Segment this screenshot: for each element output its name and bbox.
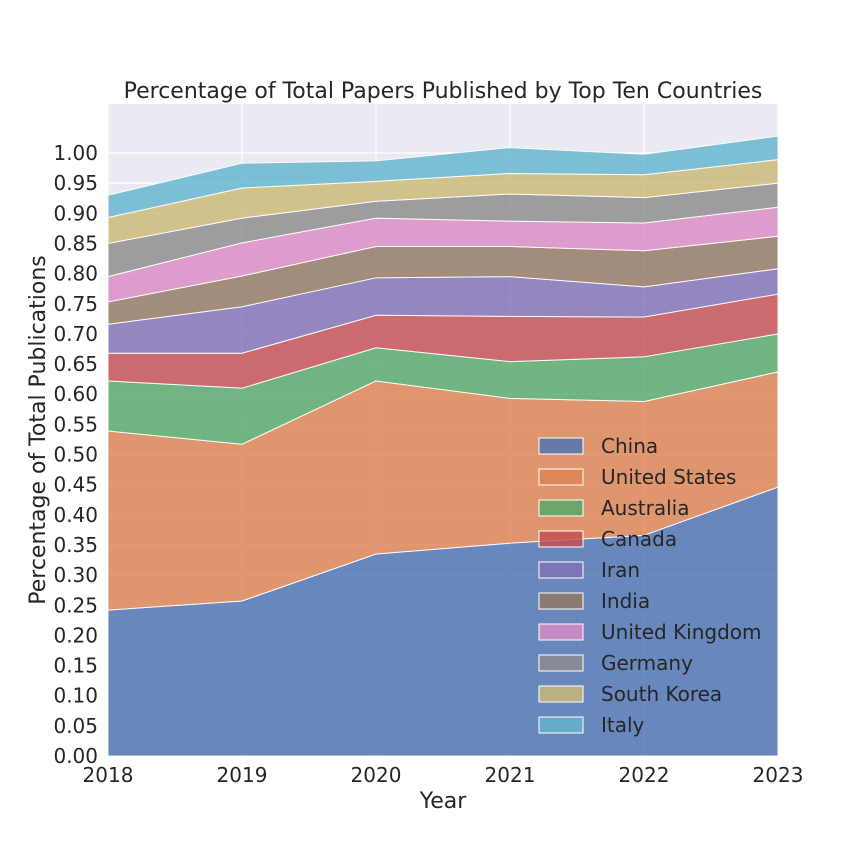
- y-tick-label: 0.30: [53, 563, 98, 587]
- y-tick-label: 0.10: [53, 684, 98, 708]
- legend-label: Italy: [601, 713, 645, 737]
- y-tick-label: 0.75: [53, 292, 98, 316]
- y-tick-label: 0.15: [53, 654, 98, 678]
- legend-label: Iran: [601, 558, 640, 582]
- legend-label: Australia: [601, 496, 689, 520]
- y-axis-label: Percentage of Total Publications: [26, 255, 51, 605]
- legend-swatch: [538, 685, 584, 703]
- y-tick-label: 0.40: [53, 503, 98, 527]
- y-tick-label: 0.80: [53, 262, 98, 286]
- x-tick-label: 2020: [351, 763, 402, 787]
- y-tick-label: 0.25: [53, 593, 98, 617]
- area-italy: [107, 135, 779, 219]
- x-tick-label: 2022: [619, 763, 670, 787]
- legend-swatch: [538, 468, 584, 486]
- legend-swatch: [538, 499, 584, 517]
- chart-title: Percentage of Total Papers Published by …: [124, 79, 763, 104]
- legend-label: United Kingdom: [601, 620, 762, 644]
- legend-label: Germany: [601, 651, 693, 675]
- legend-label: India: [601, 589, 650, 613]
- legend: China United States Australia Canada Iran Ind…: [538, 434, 762, 737]
- areas: [107, 135, 779, 757]
- y-tick-label: 0.45: [53, 473, 98, 497]
- legend-label: Canada: [601, 527, 677, 551]
- legend-label: China: [601, 434, 658, 458]
- legend-swatch: [538, 623, 584, 641]
- y-tick-labels: 0.00 0.05 0.10 0.15 0.20 0.25 0.30 0.35 0.40 0.45…: [53, 141, 98, 768]
- y-tick-label: 0.05: [53, 714, 98, 738]
- legend-swatch: [538, 530, 584, 548]
- y-tick-label: 0.55: [53, 412, 98, 436]
- legend-label: South Korea: [601, 682, 722, 706]
- legend-label: United States: [601, 465, 736, 489]
- y-tick-label: 0.35: [53, 533, 98, 557]
- x-axis-label: Year: [419, 789, 468, 814]
- y-tick-label: 0.20: [53, 623, 98, 647]
- y-tick-label: 0.90: [53, 201, 98, 225]
- y-tick-label: 0.00: [53, 744, 98, 768]
- y-tick-label: 0.95: [53, 171, 98, 195]
- legend-swatch: [538, 561, 584, 579]
- x-tick-labels: 2018 2019 2020 2021 2022 2023: [83, 763, 804, 787]
- y-tick-label: 0.60: [53, 382, 98, 406]
- y-tick-label: 0.50: [53, 443, 98, 467]
- y-tick-label: 1.00: [53, 141, 98, 165]
- y-tick-label: 0.65: [53, 352, 98, 376]
- x-tick-label: 2018: [83, 763, 134, 787]
- legend-swatch: [538, 437, 584, 455]
- legend-swatch: [538, 654, 584, 672]
- legend-swatch: [538, 592, 584, 610]
- legend-swatch: [538, 716, 584, 734]
- x-tick-label: 2021: [485, 763, 536, 787]
- x-tick-label: 2023: [753, 763, 804, 787]
- x-tick-label: 2019: [217, 763, 268, 787]
- y-tick-label: 0.85: [53, 231, 98, 255]
- y-tick-label: 0.70: [53, 322, 98, 346]
